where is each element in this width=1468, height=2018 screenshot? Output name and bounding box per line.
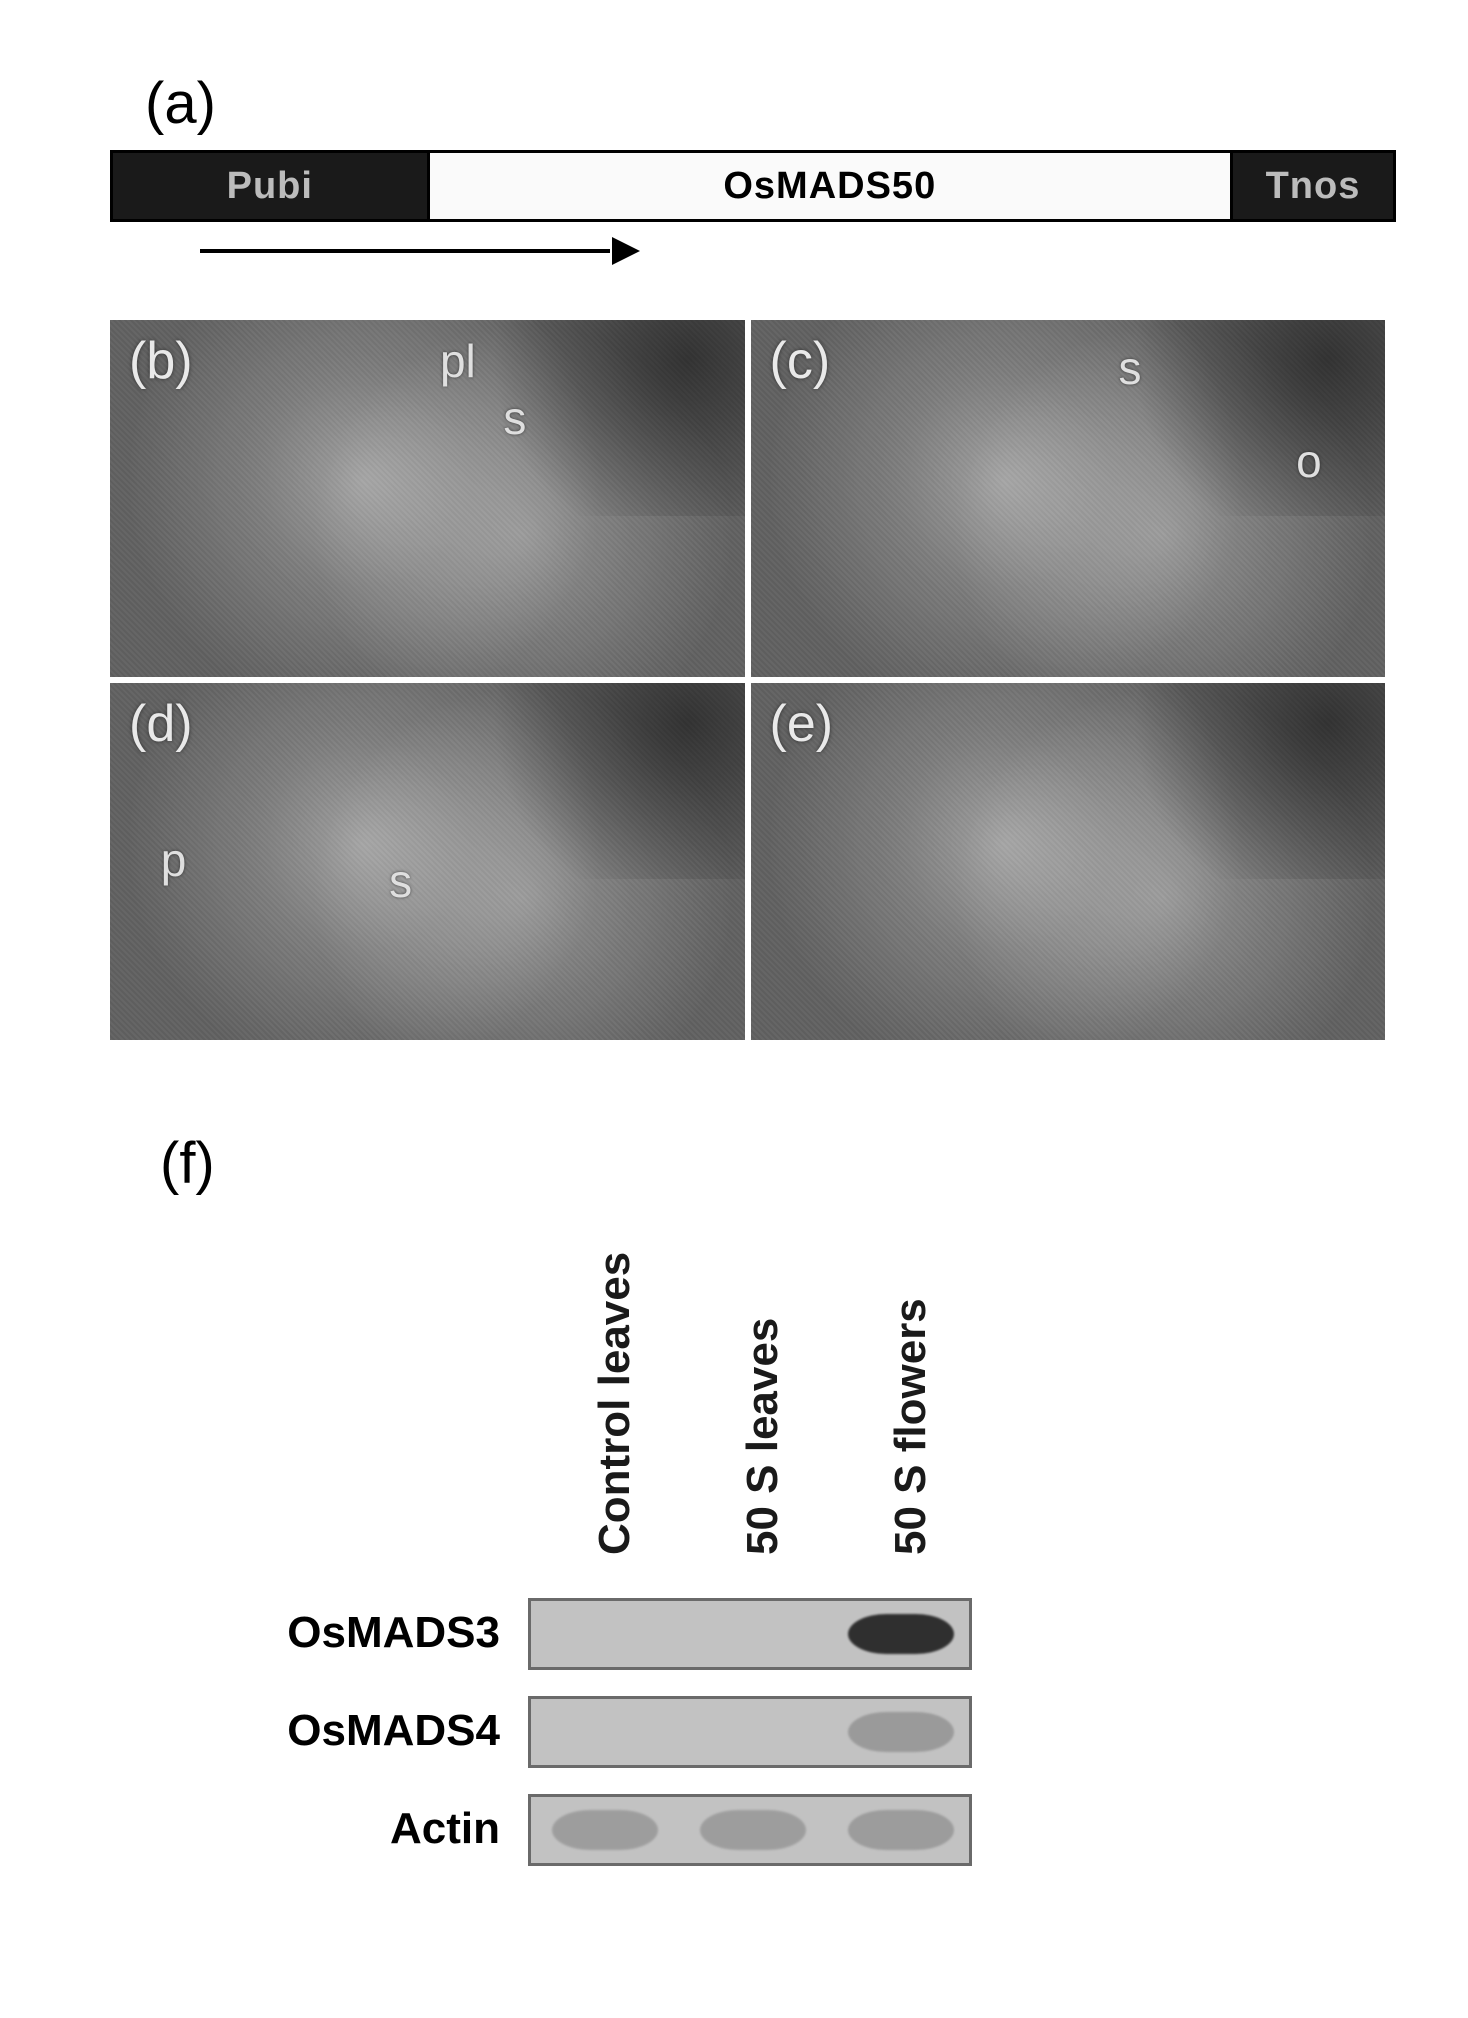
micrograph-panel-d: (d) p s	[110, 683, 745, 1040]
micrograph-grid: (b)pls(c)so(d)ps(e)	[110, 320, 1385, 1040]
gel-row-label: Actin	[0, 1804, 500, 1854]
gene-construct-bar: PubiOsMADS50Tnos	[110, 150, 1396, 222]
panel-a-label: (a)	[145, 70, 216, 137]
gel-band	[700, 1810, 807, 1850]
organ-label-p: p	[161, 833, 187, 887]
panel-label-b: (b)	[129, 331, 193, 391]
gel-panel	[528, 1598, 972, 1892]
panel-label-e: (e)	[770, 694, 834, 754]
gel-band	[848, 1712, 955, 1752]
micrograph-panel-e: (e)	[751, 683, 1386, 1040]
organ-label-s: s	[1119, 341, 1142, 395]
gel-column-label: Control leaves	[590, 1252, 640, 1555]
gel-row-OsMADS3	[528, 1598, 972, 1670]
gel-row-OsMADS4	[528, 1696, 972, 1768]
gel-band	[848, 1614, 955, 1654]
gel-column-label: 50 S leaves	[738, 1318, 788, 1555]
figure: (a) PubiOsMADS50Tnos (b)pls(c)so(d)ps(e)…	[0, 0, 1468, 2018]
panel-label-d: (d)	[129, 694, 193, 754]
gel-band	[848, 1810, 955, 1850]
organ-label-pl: pl	[440, 334, 476, 388]
panel-f-label: (f)	[160, 1130, 215, 1197]
organ-label-o: o	[1296, 434, 1322, 488]
gel-band	[552, 1810, 659, 1850]
gel-row-Actin	[528, 1794, 972, 1866]
micrograph-panel-b: (b) pls	[110, 320, 745, 677]
gel-row-label: OsMADS3	[0, 1608, 500, 1658]
organ-label-s: s	[503, 391, 526, 445]
organ-label-s: s	[389, 854, 412, 908]
gel-row-label: OsMADS4	[0, 1706, 500, 1756]
panel-label-c: (c)	[770, 331, 831, 391]
construct-segment-osmads50: OsMADS50	[427, 153, 1233, 219]
micrograph-panel-c: (c) s o	[751, 320, 1386, 677]
gel-column-label: 50 S flowers	[886, 1298, 936, 1555]
transcription-arrow	[200, 236, 640, 266]
construct-segment-tnos: Tnos	[1233, 153, 1393, 219]
construct-segment-pubi: Pubi	[113, 153, 427, 219]
